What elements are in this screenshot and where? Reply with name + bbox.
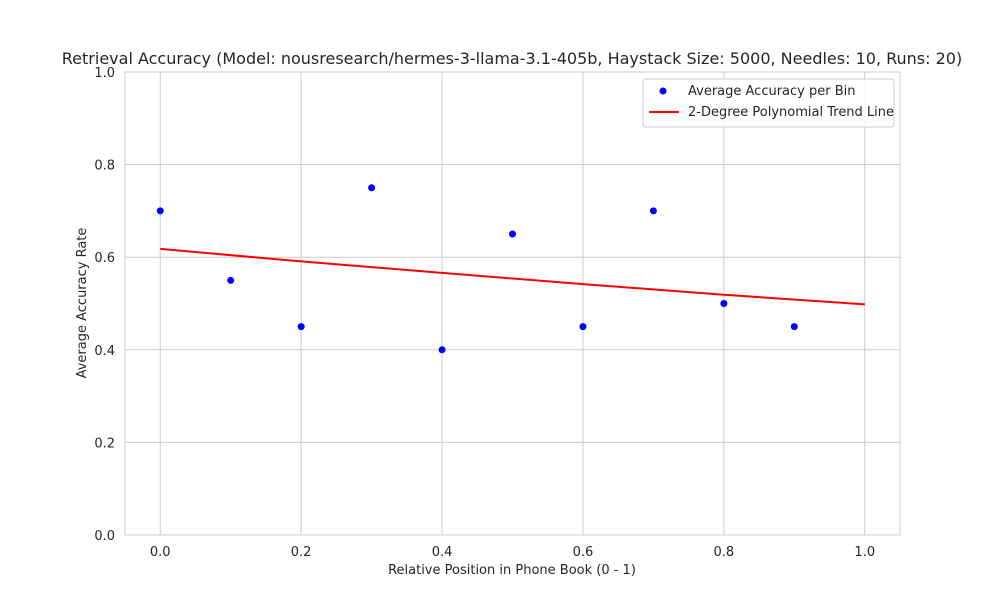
legend-scatter-marker [659,87,667,95]
legend: Average Accuracy per Bin 2-Degree Polyno… [642,78,895,128]
x-axis-ticks: 0.0 0.2 0.4 0.6 0.8 1.0 [150,545,875,560]
grid-lines [125,71,900,536]
y-tick-label: 0.2 [94,436,115,451]
legend-label-scatter: Average Accuracy per Bin [688,84,856,99]
y-tick-label: 0.4 [94,344,115,359]
scatter-point [227,276,235,284]
x-tick-label: 1.0 [854,545,875,560]
scatter-point [720,300,728,307]
x-tick-label: 0.4 [432,545,453,560]
scatter-point [579,323,587,331]
plot-frame [124,71,901,536]
y-tick-label: 1.0 [94,66,115,81]
scatter-point [790,323,798,331]
x-tick-label: 0.2 [291,545,312,560]
x-tick-label: 0.6 [573,545,594,560]
scatter-point [438,346,446,354]
chart-title: Retrieval Accuracy (Model: nousresearch/… [62,49,962,68]
scatter-point [156,207,164,215]
legend-label-trend-line: 2-Degree Polynomial Trend Line [688,105,894,120]
scatter-point [297,323,305,331]
y-tick-label: 0.0 [94,529,115,544]
scatter-point [368,184,376,192]
y-axis-ticks: 0.0 0.2 0.4 0.6 0.8 1.0 [94,66,115,544]
trend-line [160,247,865,306]
legend-box [642,78,895,128]
x-tick-label: 0.8 [714,545,735,560]
scatter-point [509,230,516,238]
y-tick-label: 0.8 [94,159,115,174]
y-axis-label: Average Accuracy Rate [75,228,90,379]
series-layer [156,184,865,354]
y-tick-label: 0.6 [94,251,115,266]
scatter-point [649,207,657,215]
x-tick-label: 0.0 [150,545,171,560]
x-axis-label: Relative Position in Phone Book (0 - 1) [388,563,636,578]
